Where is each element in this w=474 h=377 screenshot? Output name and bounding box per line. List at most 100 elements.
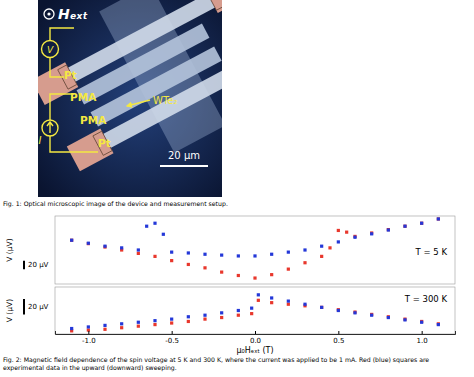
- data-point: [250, 307, 253, 310]
- data-point: [253, 276, 256, 279]
- page: VIHₑₓₜPtPMAPMAPtWTe₂20 μmFig. 1: Optical…: [0, 0, 474, 377]
- data-point: [187, 315, 190, 318]
- x-tick: -1.0: [82, 331, 96, 345]
- field-symbol-dot: [47, 12, 50, 15]
- data-point: [270, 253, 273, 256]
- data-point: [153, 323, 156, 326]
- wire: [50, 136, 98, 152]
- data-point: [237, 309, 240, 312]
- data-point: [187, 251, 190, 254]
- electrode-pad: [205, 0, 222, 13]
- data-point: [220, 271, 223, 274]
- data-point: [137, 325, 140, 328]
- data-point: [170, 251, 173, 254]
- data-point: [287, 251, 290, 254]
- data-point: [270, 273, 273, 276]
- strip-label: Pt: [64, 69, 77, 81]
- data-point: [387, 316, 390, 319]
- data-points: [70, 293, 440, 332]
- data-point: [120, 322, 123, 325]
- data-point: [353, 236, 356, 239]
- x-axis-line: [56, 331, 456, 335]
- data-point: [320, 245, 323, 248]
- chart-panel: -1.0-0.50.00.51.0V (μV)20 μVT = 300 Kμ₀H…: [5, 287, 456, 355]
- annotation: T = 300 K: [404, 294, 448, 304]
- data-point: [187, 320, 190, 323]
- x-tick-mark: [255, 331, 256, 334]
- data-point: [257, 293, 260, 296]
- data-point: [420, 222, 423, 225]
- x-tick-label: 0.0: [250, 337, 261, 345]
- data-point: [303, 303, 306, 306]
- data-point: [320, 306, 323, 309]
- x-tick-mark: [88, 331, 89, 334]
- data-point: [420, 321, 423, 324]
- field-label: Hₑₓₜ: [58, 6, 88, 22]
- scale-bar: [23, 261, 25, 270]
- data-point: [387, 228, 390, 231]
- x-axis-title: μ₀Hₑₓₜ (T): [236, 346, 273, 355]
- annotation: T = 5 K: [415, 247, 448, 257]
- caption: Fig. 1: Optical microscopic image of the…: [3, 200, 228, 208]
- electrode-pad: [67, 129, 114, 172]
- caption: Fig. 2: Magnetic field dependence of the…: [3, 356, 429, 372]
- data-point: [87, 325, 90, 328]
- strip: [98, 57, 222, 151]
- voltmeter-label: V: [47, 45, 54, 55]
- data-point: [170, 321, 173, 324]
- data-point: [203, 314, 206, 317]
- device: [38, 0, 222, 196]
- current-source: [42, 120, 58, 136]
- data-point: [270, 301, 273, 304]
- data-point: [370, 314, 373, 317]
- x-tick: 0.0: [250, 331, 261, 345]
- data-point: [153, 255, 156, 258]
- scale-bar-label: 20 μm: [168, 150, 200, 161]
- x-axis: -1.0 -0.5 0.0 0.5 1.0: [56, 331, 456, 345]
- strip-label: Pt: [98, 137, 111, 149]
- circuit: [42, 28, 99, 152]
- series: [70, 293, 440, 330]
- data-point: [403, 225, 406, 228]
- scale-bar-label: 20 μV: [28, 303, 49, 311]
- x-tick: 0.5: [333, 331, 344, 345]
- data-point: [337, 240, 340, 243]
- data-point: [345, 231, 348, 234]
- x-tick-mark: [338, 331, 339, 334]
- wire: [50, 58, 64, 77]
- strip-label: PMA: [70, 91, 97, 103]
- data-point: [328, 246, 331, 249]
- data-point: [70, 239, 73, 242]
- data-point: [87, 242, 90, 245]
- data-point: [437, 323, 440, 326]
- current-arrow: [47, 122, 53, 133]
- data-point: [145, 225, 148, 228]
- x-tick-label: 1.0: [417, 337, 428, 345]
- data-point: [303, 248, 306, 251]
- data-point: [120, 326, 123, 329]
- series: [70, 217, 440, 257]
- data-point: [353, 310, 356, 313]
- chart-panel: V (μV)20 μVT = 5 K: [5, 216, 455, 284]
- data-point: [387, 315, 390, 318]
- figure-1-image: VIHₑₓₜPtPMAPMAPtWTe₂20 μm: [38, 0, 222, 197]
- data-point: [303, 261, 306, 264]
- data-point: [137, 248, 140, 251]
- x-tick-label: -1.0: [82, 337, 96, 345]
- data-point: [337, 309, 340, 312]
- data-point: [137, 321, 140, 324]
- data-point: [220, 311, 223, 314]
- x-tick-label: 0.5: [333, 337, 344, 345]
- data-point: [287, 303, 290, 306]
- data-point: [437, 217, 440, 220]
- x-tick-label: -0.5: [165, 337, 179, 345]
- data-point: [270, 296, 273, 299]
- data-point: [103, 245, 106, 248]
- data-point: [237, 274, 240, 277]
- data-point: [370, 232, 373, 235]
- current-label: I: [39, 135, 42, 146]
- data-point: [403, 225, 406, 228]
- data-point: [70, 327, 73, 330]
- data-point: [337, 229, 340, 232]
- data-point: [187, 263, 190, 266]
